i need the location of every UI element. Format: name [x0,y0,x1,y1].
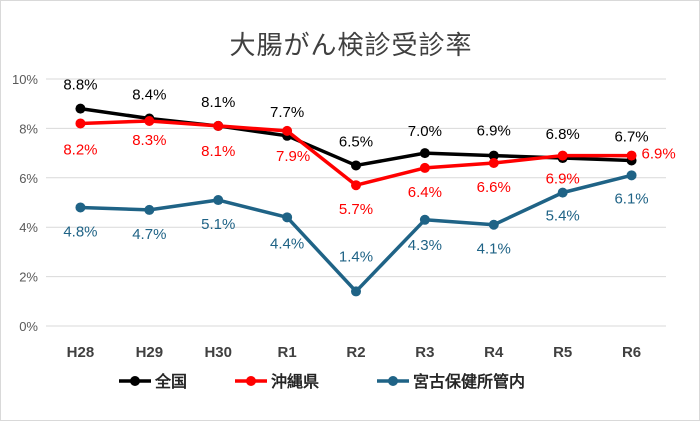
data-point [488,219,499,230]
data-label: 4.7% [132,226,166,243]
data-point [419,214,430,225]
data-label: 7.0% [408,123,442,140]
x-tick-label: R2 [346,344,365,361]
data-point [626,170,637,181]
y-tick-label: 6% [19,171,38,186]
data-point [626,150,637,161]
data-label: 6.9% [642,146,676,163]
data-label: 5.4% [546,208,580,225]
data-label: 5.7% [339,201,373,218]
x-tick-label: R3 [415,344,434,361]
data-label: 6.7% [614,129,648,146]
data-label: 6.9% [546,171,580,188]
data-point [351,180,361,191]
data-point [351,286,361,297]
data-label: 6.8% [546,126,580,143]
data-label: 8.4% [132,87,166,104]
data-label: 4.1% [477,241,511,258]
data-point [144,115,155,126]
data-point [75,118,86,129]
data-point [419,162,430,173]
data-label: 6.6% [477,179,511,196]
data-label: 6.9% [477,123,511,140]
y-tick-label: 10% [12,72,38,87]
legend-marker [246,376,256,386]
data-label: 4.4% [270,235,304,252]
x-tick-label: R6 [622,344,641,361]
data-label: 7.9% [276,148,310,165]
data-label: 8.2% [63,141,97,158]
legend-marker [388,376,398,386]
data-point [488,157,499,168]
data-point [213,120,224,131]
data-point [213,195,224,206]
data-point [351,160,361,171]
data-label: 6.5% [339,133,373,150]
chart-title: 大腸がん検診受診率 [229,31,473,61]
y-tick-label: 4% [19,220,38,235]
x-tick-label: R1 [278,344,297,361]
data-label: 8.8% [63,77,97,94]
data-label: 8.1% [201,143,235,160]
data-label: 4.3% [408,237,442,254]
x-tick-label: H29 [136,344,164,361]
data-point [144,204,155,215]
y-tick-label: 8% [19,121,38,136]
data-label: 6.1% [614,190,648,207]
legend-marker [130,376,140,386]
x-tick-label: R5 [553,344,572,361]
x-tick-label: H30 [204,344,232,361]
data-label: 6.4% [408,184,442,201]
data-point [557,150,568,161]
data-label: 7.7% [270,104,304,121]
data-point [75,103,86,114]
data-label: 8.3% [132,132,166,149]
data-point [419,148,430,159]
y-tick-label: 2% [19,270,38,285]
legend-label: 宮古保健所管内 [413,372,525,391]
data-point [75,202,86,213]
data-point [282,212,293,223]
data-label: 8.1% [201,94,235,111]
x-tick-label: H28 [67,344,95,361]
data-label: 5.1% [201,216,235,233]
data-label: 1.4% [339,248,373,265]
y-tick-label: 0% [19,319,38,334]
legend-label: 全国 [154,372,187,391]
legend-label: 沖縄県 [271,372,319,391]
data-point [282,125,293,136]
data-point [557,187,568,198]
x-tick-label: R4 [484,344,504,361]
data-label: 4.8% [63,223,97,240]
data-point [488,150,499,161]
